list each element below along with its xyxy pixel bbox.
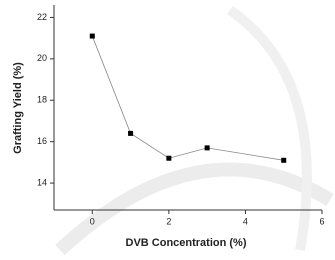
y-axis-label: Grafting Yield (%) [12,62,24,154]
y-tick-label: 14 [37,177,47,187]
x-tick-label: 6 [319,216,324,226]
y-tick-label: 16 [37,136,47,146]
data-point [166,155,172,161]
y-tick-label: 18 [37,95,47,105]
x-axis-label: DVB Concentration (%) [126,237,247,249]
y-tick-label: 22 [37,12,47,22]
y-tick-label: 20 [37,53,47,63]
background-swoosh [227,5,312,251]
x-tick-label: 0 [90,216,95,226]
background-swoosh [55,162,334,256]
data-point [204,145,210,151]
data-line [91,35,284,161]
x-tick-label: 4 [243,216,248,226]
x-tick-label: 2 [166,216,171,226]
data-point [89,33,95,39]
data-point [281,157,287,163]
data-point [128,130,134,136]
